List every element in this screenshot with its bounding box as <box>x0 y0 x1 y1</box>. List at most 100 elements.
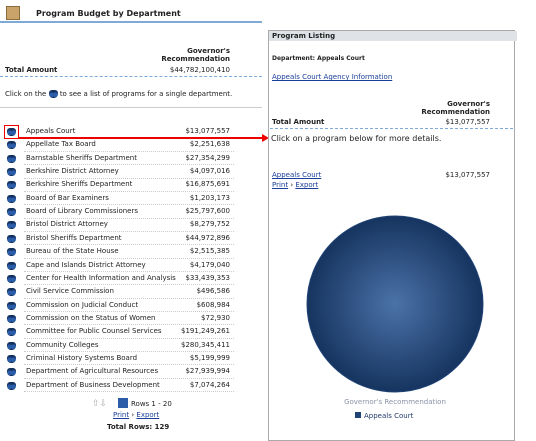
separator: › <box>131 411 135 419</box>
department-amount: $280,345,411 <box>181 340 230 349</box>
row-rule <box>24 177 234 179</box>
row-rule <box>24 311 234 313</box>
department-name: Committee for Public Counsel Services <box>26 327 162 336</box>
department-name: Criminal History Systems Board <box>26 353 138 362</box>
arrow-head <box>262 134 269 142</box>
department-amount: $33,439,353 <box>185 273 230 282</box>
department-name: Cape and Islands District Attorney <box>26 260 146 269</box>
department-amount: $7,074,264 <box>189 380 230 389</box>
binoculars-icon[interactable] <box>7 194 16 203</box>
department-amount: $72,930 <box>201 313 230 322</box>
department-amount: $2,515,385 <box>189 247 230 256</box>
department-amount: $608,984 <box>196 300 230 309</box>
print-link[interactable]: Print <box>272 181 289 189</box>
row-rule <box>24 230 234 232</box>
department-name: Berkshire District Attorney <box>26 167 119 176</box>
page-title: Program Budget by Department <box>36 9 181 18</box>
instruction: Click on the to see a list of programs f… <box>5 90 232 98</box>
instruction-text: Click on the <box>5 90 47 98</box>
listing-column-header: Governor's Recommendation <box>421 100 490 116</box>
department-name: Appellate Tax Board <box>26 140 96 149</box>
total-value: $44,782,100,410 <box>169 66 230 74</box>
binoculars-icon[interactable] <box>7 221 16 230</box>
department-name: Department of Agricultural Resources <box>26 367 159 376</box>
row-rule <box>24 164 234 166</box>
department-name: Bristol District Attorney <box>26 220 108 229</box>
row-rule <box>24 204 234 206</box>
department-name: Community Colleges <box>26 340 99 349</box>
program-amount: $13,077,557 <box>445 171 490 179</box>
binoculars-icon[interactable] <box>7 328 16 337</box>
total-label: Total Amount <box>5 66 58 74</box>
binoculars-icon[interactable] <box>7 314 16 323</box>
header-icon <box>6 6 20 20</box>
binoculars-icon[interactable] <box>7 181 16 190</box>
row-rule <box>24 337 234 339</box>
program-link[interactable]: Appeals Court <box>272 171 322 179</box>
binoculars-icon[interactable] <box>7 154 16 163</box>
department-name: Barnstable Sheriffs Department <box>26 153 137 162</box>
pager-rows: Rows 1 - 20 <box>131 400 172 408</box>
chart-title: Governor's Recommendation <box>344 398 446 406</box>
export-link[interactable]: Export <box>136 411 160 419</box>
binoculars-icon[interactable] <box>7 354 16 363</box>
row-rule <box>24 324 234 326</box>
rule <box>270 128 513 129</box>
row-rule <box>24 391 234 393</box>
column-header: Governor's Recommendation <box>161 47 230 63</box>
row-rule <box>24 284 234 286</box>
row-rule <box>24 351 234 353</box>
total-rows: Total Rows: 129 <box>107 423 170 431</box>
department-amount: $25,797,600 <box>185 207 230 216</box>
binoculars-icon[interactable] <box>7 288 16 297</box>
pager-next[interactable] <box>118 398 128 408</box>
binoculars-icon[interactable] <box>7 368 16 377</box>
row-rule <box>24 297 234 299</box>
department-amount: $2,251,638 <box>189 140 230 149</box>
arrow-line <box>18 137 263 139</box>
listing-title: Program Listing <box>269 31 517 41</box>
department-name: Commission on Judicial Conduct <box>26 300 139 309</box>
department-amount: $4,179,040 <box>189 260 230 269</box>
listing-instruction: Click on a program below for more detail… <box>271 134 442 143</box>
pie-chart: Governor's Recommendation Appeals Court <box>306 215 484 420</box>
department-name: Board of Bar Examiners <box>26 193 109 202</box>
binoculars-icon[interactable] <box>7 261 16 270</box>
department-amount: $27,354,299 <box>185 153 230 162</box>
instruction-text: to see a list of programs for a single d… <box>59 90 233 98</box>
department-amount: $496,586 <box>196 287 230 296</box>
row-rule <box>24 364 234 366</box>
binoculars-icon[interactable] <box>7 248 16 257</box>
binoculars-icon[interactable] <box>7 274 16 283</box>
department-amount: $1,203,173 <box>189 193 230 202</box>
department-amount: $4,097,016 <box>189 167 230 176</box>
binoculars-icon[interactable] <box>7 141 16 150</box>
binoculars-icon[interactable] <box>7 301 16 310</box>
agency-link[interactable]: Appeals Court Agency Information <box>272 73 393 81</box>
department-amount: $8,279,752 <box>189 220 230 229</box>
listing-total-label: Total Amount <box>272 118 325 126</box>
listing-total: $13,077,557 <box>445 118 490 126</box>
print-link[interactable]: Print <box>113 411 130 419</box>
legend-label: Appeals Court <box>364 412 414 420</box>
department-name: Civil Service Commission <box>26 287 114 296</box>
department-name: Bureau of the State House <box>26 247 119 256</box>
binoculars-icon[interactable] <box>7 128 16 136</box>
binoculars-icon[interactable] <box>7 168 16 177</box>
binoculars-icon[interactable] <box>7 341 16 350</box>
pager-arrows[interactable]: ⇧⇩ <box>92 399 108 409</box>
header-rule <box>0 21 262 23</box>
legend-swatch <box>355 412 361 418</box>
binoculars-icon[interactable] <box>7 381 16 390</box>
highlight-box <box>4 125 19 139</box>
department-amount: $5,199,999 <box>189 353 230 362</box>
export-link[interactable]: Export <box>295 181 319 189</box>
rule <box>0 76 262 77</box>
binoculars-icon[interactable] <box>7 234 16 243</box>
department-amount: $16,875,691 <box>185 180 230 189</box>
department-name: Board of Library Commissioners <box>26 207 139 216</box>
binoculars-icon[interactable] <box>7 208 16 217</box>
department-name: Commission on the Status of Women <box>26 313 156 322</box>
pie-slice <box>306 215 484 393</box>
